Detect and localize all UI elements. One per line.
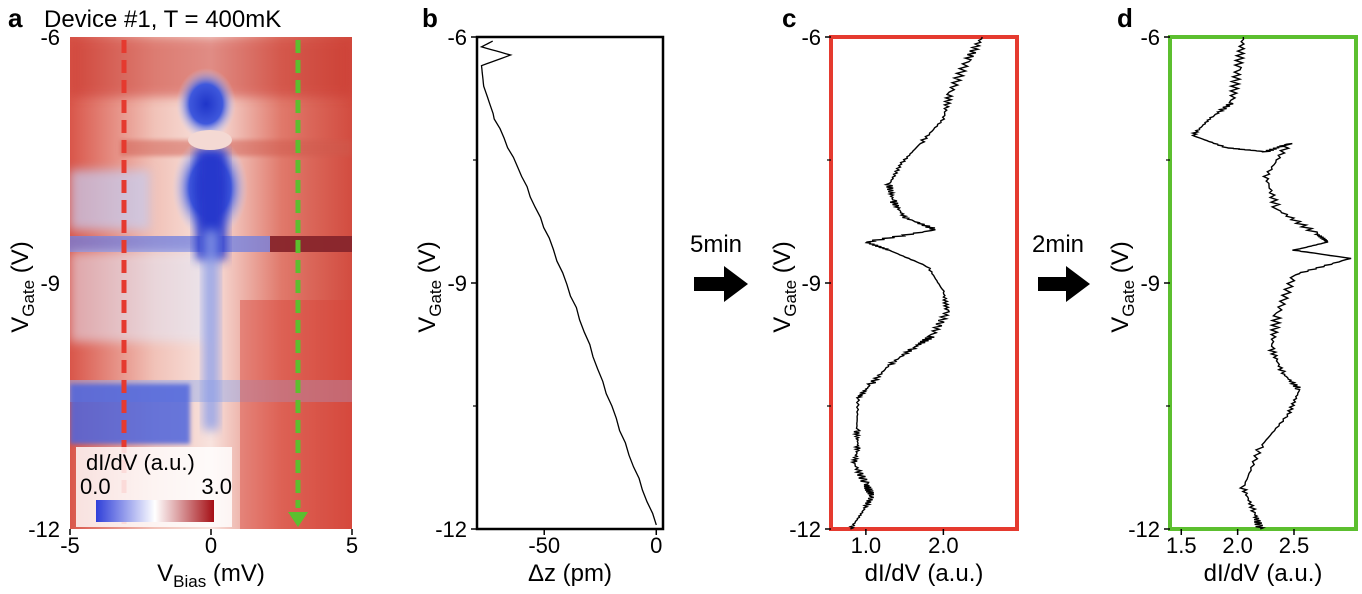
x-tick-label: 0 [205,533,217,558]
panel-b-label: b [422,3,438,33]
panel-b: b -6 -9 -12 -50 0 VGate (V) Δz (pm) [414,3,665,587]
x-tick-label: -50 [528,533,560,558]
y-axis-label: VGate (V) [1107,241,1138,333]
x-tick-label: 2.0 [1222,533,1253,558]
panel-c-frame [829,35,1019,531]
panel-a-title: Device #1, T = 400mK [44,6,281,33]
y-tick-label: -6 [447,25,467,50]
colorbar-title: dI/dV (a.u.) [86,450,195,475]
x-tick-label: 2.0 [928,533,959,558]
trace-c-series-0 [848,36,983,530]
panel-c: c -6 -9 -12 1.0 2.0 VGate (V) dI/dV (a.u.) [769,3,1019,587]
y-axis-label: VGate (V) [414,241,445,333]
arrow-2min-label: 2min [1032,231,1084,258]
colorbar-min-label: 0.0 [80,474,111,499]
arrow-5min-label: 5min [690,231,742,258]
arrow-2min-icon [1038,266,1090,302]
trace-b-series-0 [479,40,657,526]
y-tick-label: -6 [1140,25,1160,50]
y-tick-label: -6 [801,25,821,50]
x-tick-label: 1.5 [1166,533,1197,558]
x-tick-label: 0 [650,533,662,558]
arrow-5min: 5min [690,231,748,302]
x-axis-label: Δz (pm) [528,560,612,587]
panel-d-label: d [1117,3,1133,33]
x-tick-label: 1.0 [851,533,882,558]
y-tick-label: -12 [28,517,60,542]
x-axis-label: VBias (mV) [157,560,265,591]
y-tick-label: -9 [40,271,60,296]
x-tick-label: -5 [60,533,80,558]
y-tick-label: -6 [40,25,60,50]
x-axis-label: dI/dV (a.u.) [1204,560,1323,587]
heatmap [70,37,352,529]
y-tick-label: -9 [447,271,467,296]
trace-d-series-0 [1190,36,1352,530]
panel-b-frame [475,35,665,531]
y-tick-label: -12 [1128,517,1160,542]
y-axis-label: VGate (V) [7,241,38,333]
x-tick-label: 2.5 [1279,533,1310,558]
panel-a: a Device #1, T = 400mK [7,3,358,591]
colorbar: dI/dV (a.u.) 0.0 3.0 [76,447,232,527]
x-axis-label: dI/dV (a.u.) [865,560,984,587]
panel-d: d -6 -9 -121.5 2.0 2.5 VGate (V) dI/dV (a.u.) [1107,3,1358,587]
colorbar-gradient [96,500,214,522]
y-tick-label: -9 [1140,271,1160,296]
y-tick-label: -12 [435,517,467,542]
y-axis-label: VGate (V) [769,241,800,333]
panel-c-label: c [782,3,796,33]
y-tick-label: -9 [801,271,821,296]
panel-a-label: a [8,3,23,33]
arrow-2min: 2min [1032,231,1090,302]
y-tick-label: -12 [789,517,821,542]
panel-d-frame [1168,35,1358,531]
colorbar-max-label: 3.0 [201,474,232,499]
arrow-5min-icon [694,266,748,302]
green-arrow-head [288,512,308,527]
x-tick-label: 5 [346,533,358,558]
